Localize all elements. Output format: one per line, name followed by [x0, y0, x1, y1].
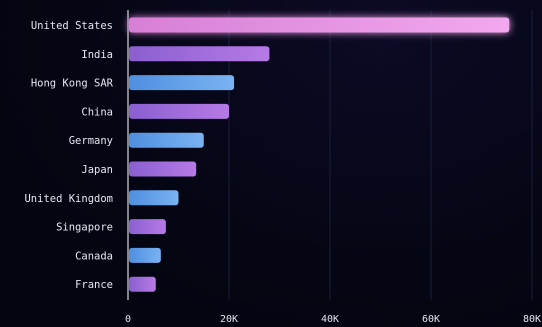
x-tick-label: 0 [125, 314, 131, 325]
category-label: France [75, 279, 113, 291]
bar-france [129, 276, 156, 292]
category-label: Hong Kong SAR [31, 78, 114, 90]
bar-china [129, 103, 229, 119]
category-label: China [81, 106, 113, 118]
category-label: Canada [75, 250, 113, 262]
bar-germany [129, 132, 204, 148]
category-label: Japan [81, 164, 113, 176]
bar-united-kingdom [129, 190, 179, 206]
category-label: India [81, 49, 113, 61]
bar-japan [129, 161, 197, 177]
bar-singapore [129, 219, 166, 235]
bar-hong-kong-sar [129, 75, 235, 91]
category-label: United Kingdom [24, 193, 113, 205]
x-tick-label: 40K [321, 314, 339, 325]
bar-india [129, 46, 270, 62]
bar-united-states [129, 17, 510, 33]
x-tick-label: 20K [220, 314, 238, 325]
category-label: United States [31, 20, 113, 32]
x-tick-label: 60K [422, 314, 440, 325]
category-label: Singapore [56, 222, 113, 234]
x-tick-label: 80K [523, 314, 541, 325]
category-label: Germany [69, 135, 113, 147]
bar-canada [129, 247, 161, 263]
